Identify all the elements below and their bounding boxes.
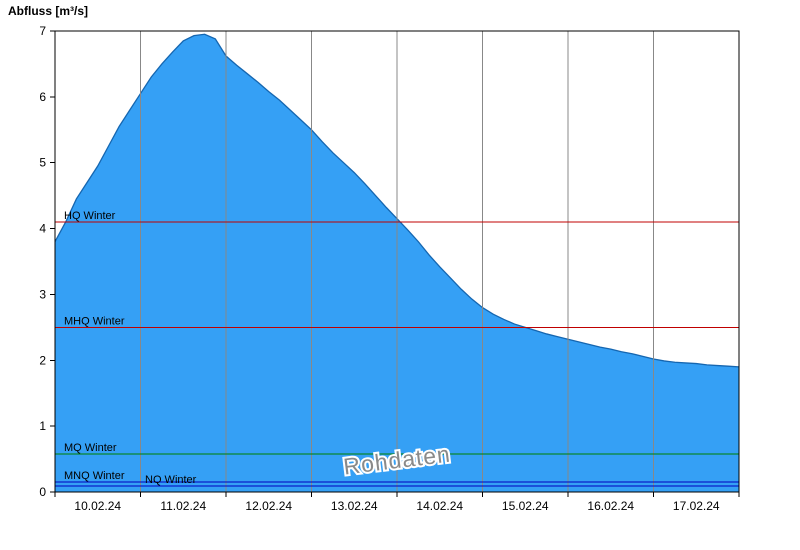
x-tick-label: 11.02.24 [160, 499, 206, 513]
y-axis-title: Abfluss [m³/s] [8, 4, 89, 18]
refline-layer: HQ Winter MHQ Winter MQ Winter MNQ Winter NQ… [55, 210, 739, 487]
y-tick-label: 7 [39, 24, 46, 38]
y-tick-label: 1 [39, 419, 46, 433]
x-tick-label: 10.02.24 [74, 499, 121, 513]
axes-layer: 0 1 2 3 4 5 6 7 10.02.24 11.02.24 12.02.24 13.02.24… [39, 24, 740, 513]
x-tick-label: 13.02.24 [331, 499, 378, 513]
refline-label-nq-winter: NQ Winter [145, 474, 197, 486]
x-tick-label: 15.02.24 [502, 499, 549, 513]
y-tick-label: 5 [39, 156, 46, 170]
y-tick-label: 4 [39, 222, 46, 236]
refline-label-hq-winter: HQ Winter [64, 210, 116, 222]
refline-label-mq-winter: MQ Winter [64, 442, 117, 454]
y-tick-label: 6 [39, 90, 46, 104]
refline-label-mnq-winter: MNQ Winter [64, 470, 125, 482]
y-tick-label: 3 [39, 287, 46, 301]
y-tick-label: 2 [39, 353, 46, 367]
gridline-layer [140, 31, 654, 492]
x-tick-label: 14.02.24 [416, 499, 463, 513]
x-tick-label: 17.02.24 [673, 499, 720, 513]
x-tick-label: 12.02.24 [245, 499, 292, 513]
refline-label-mhq-winter: MHQ Winter [64, 315, 125, 327]
x-tick-label: 16.02.24 [587, 499, 634, 513]
y-tick-label: 0 [39, 485, 46, 499]
